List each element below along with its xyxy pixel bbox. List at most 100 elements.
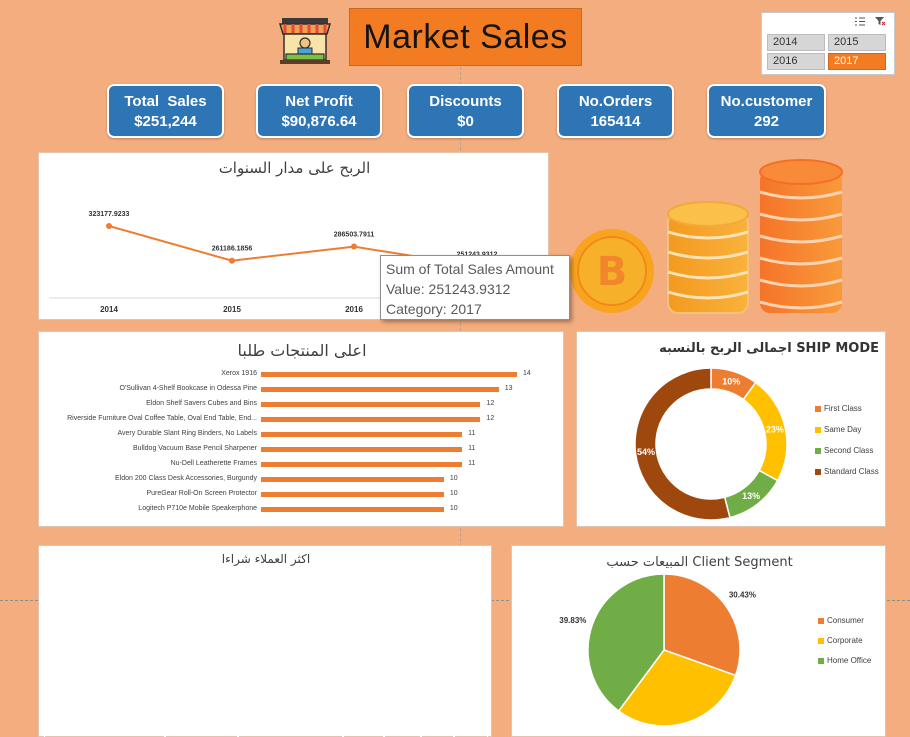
kpi-customers: No.customer 292 bbox=[707, 84, 826, 138]
bar[interactable] bbox=[261, 447, 463, 452]
treemap-cell[interactable]: Keith Herrera bbox=[343, 574, 424, 670]
kpi-label: No.customer bbox=[720, 93, 813, 110]
data-label: 286503.7911 bbox=[334, 232, 375, 239]
legend-label: First Class bbox=[824, 404, 862, 413]
treemap-cell[interactable]: Grant Thornton bbox=[44, 574, 165, 737]
bar[interactable] bbox=[261, 477, 444, 482]
bar-value-label: 10 bbox=[449, 490, 458, 497]
clear-filter-icon[interactable] bbox=[874, 16, 886, 27]
legend-item[interactable]: Same Day bbox=[815, 425, 861, 434]
legend-item[interactable]: Consumer bbox=[818, 616, 864, 625]
donut-slice[interactable] bbox=[634, 367, 731, 521]
bar-value-label: 13 bbox=[504, 385, 513, 392]
slicer-year-2017[interactable]: 2017 bbox=[828, 53, 886, 70]
x-tick-label: 2015 bbox=[223, 305, 241, 314]
ship-mode-chart[interactable]: اجمالى الربح بالنسبه SHIP MODE 10% 23% 13%… bbox=[576, 331, 886, 527]
data-point[interactable] bbox=[351, 243, 357, 250]
legend-label: Standard Class bbox=[824, 467, 879, 476]
chart-title: اجمالى الربح بالنسبه SHIP MODE bbox=[659, 341, 879, 356]
treemap-cell[interactable]: Bill Eplett bbox=[238, 574, 343, 661]
treemap-cell[interactable]: Tracy Hopkins bbox=[343, 670, 384, 737]
bar[interactable] bbox=[261, 507, 444, 512]
bar-category-label: Eldon Shelf Savers Cubes and Bins bbox=[146, 400, 257, 407]
treemap-cell[interactable]: Natalie Fritzler bbox=[454, 670, 488, 737]
bar[interactable] bbox=[261, 417, 481, 422]
chart-title: اعلى المنتجات طلبا bbox=[237, 341, 367, 360]
bar-category-label: Xerox 1916 bbox=[221, 370, 257, 377]
slicer-year-2015[interactable]: 2015 bbox=[828, 34, 886, 51]
treemap-label: Keith Herrera bbox=[347, 658, 398, 667]
bar-row[interactable]: Nu-Dell Leatherette Frames 11 bbox=[39, 458, 565, 470]
bar-value-label: 14 bbox=[523, 370, 531, 377]
slice-label: 13% bbox=[742, 491, 760, 501]
bar-row[interactable]: PureGear Roll-On Screen Protector 10 bbox=[39, 488, 565, 500]
bar[interactable] bbox=[261, 402, 481, 407]
bar-category-label: Bulldog Vacuum Base Pencil Sharpener bbox=[132, 445, 257, 452]
bar-row[interactable]: Xerox 1916 14 bbox=[39, 368, 565, 380]
treemap-label: Ross Baird bbox=[169, 726, 212, 735]
treemap-cell[interactable]: Alan Dominguez bbox=[238, 661, 343, 737]
dashboard-title: Market Sales bbox=[349, 8, 582, 66]
bar-value-label: 10 bbox=[449, 505, 458, 512]
kpi-discounts: Discounts $0 bbox=[407, 84, 524, 138]
bar[interactable] bbox=[261, 432, 463, 437]
legend-label: Same Day bbox=[824, 425, 862, 434]
kpi-value: 292 bbox=[753, 113, 780, 130]
bar-category-label: Avery Durable Slant Ring Binders, No Lab… bbox=[117, 430, 257, 437]
legend-item[interactable]: Home Office bbox=[818, 656, 871, 665]
data-point[interactable] bbox=[229, 257, 235, 264]
treemap-cell[interactable]: Victoria Brennan bbox=[421, 670, 454, 737]
chart-title: الربح على مدار السنوات bbox=[218, 159, 371, 177]
svg-text:B: B bbox=[597, 249, 628, 295]
legend-item[interactable]: Standard Class bbox=[815, 467, 879, 476]
pie-slice[interactable] bbox=[587, 573, 665, 713]
bar-row[interactable]: Bulldog Vacuum Base Pencil Sharpener 11 bbox=[39, 443, 565, 455]
pie-slice[interactable] bbox=[617, 649, 737, 727]
treemap: Grant Thornton Ross Baird Bill Eplett Al… bbox=[44, 574, 488, 737]
treemap-label: Pauline Johnson bbox=[428, 649, 462, 667]
bar[interactable] bbox=[261, 372, 517, 377]
kpi-label: No.Orders bbox=[578, 93, 653, 110]
bar-row[interactable]: O'Sullivan 4-Shelf Bookcase in Odessa Pi… bbox=[39, 383, 565, 395]
bar[interactable] bbox=[261, 462, 463, 467]
top-customers-chart[interactable]: اكثر العملاء شراءا Grant Thornton Ross B… bbox=[38, 545, 492, 737]
legend-label: Consumer bbox=[827, 616, 864, 625]
bar-category-label: Nu-Dell Leatherette Frames bbox=[170, 460, 257, 467]
coins-illustration: B bbox=[570, 159, 843, 314]
bar[interactable] bbox=[261, 492, 444, 497]
data-point[interactable] bbox=[106, 223, 112, 230]
bar-category-label: Riverside Furniture Oval Coffee Table, O… bbox=[67, 415, 257, 422]
pie-slice[interactable] bbox=[663, 573, 741, 677]
slice-label: 10% bbox=[722, 377, 740, 387]
tooltip-line-value: Value: 251243.9312 bbox=[386, 281, 511, 297]
chart-title: اكثر العملاء شراءا bbox=[221, 552, 311, 566]
treemap-cell[interactable]: Harold Pawlan bbox=[384, 670, 421, 737]
legend-item[interactable]: First Class bbox=[815, 404, 862, 413]
treemap-cell[interactable]: Pauline Johnson bbox=[424, 574, 488, 670]
year-slicer: 2014 2015 2016 2017 bbox=[761, 12, 895, 75]
bar-row[interactable]: Riverside Furniture Oval Coffee Table, O… bbox=[39, 413, 565, 425]
kpi-value: 165414 bbox=[590, 113, 641, 130]
treemap-cell[interactable]: Ross Baird bbox=[165, 574, 238, 737]
slice-label: 30.43% bbox=[729, 591, 756, 600]
bar-row[interactable]: Logitech P710e Mobile Speakerphone 10 bbox=[39, 503, 565, 515]
slicer-year-2016[interactable]: 2016 bbox=[767, 53, 825, 70]
legend-item[interactable]: Second Class bbox=[815, 446, 873, 455]
bar-row[interactable]: Eldon 200 Class Desk Accessories, Burgun… bbox=[39, 473, 565, 485]
multi-select-icon[interactable] bbox=[854, 16, 866, 27]
bar[interactable] bbox=[261, 387, 499, 392]
legend-item[interactable]: Corporate bbox=[818, 636, 863, 645]
top-products-chart[interactable]: اعلى المنتجات طلبا Xerox 1916 14 O'Sulliva… bbox=[38, 331, 564, 527]
kpi-total-sales: Total Sales $251,244 bbox=[107, 84, 224, 138]
legend-label: Second Class bbox=[824, 446, 874, 455]
bar-row[interactable]: Avery Durable Slant Ring Binders, No Lab… bbox=[39, 428, 565, 440]
bar-row[interactable]: Eldon Shelf Savers Cubes and Bins 12 bbox=[39, 398, 565, 410]
slice-label: 39.83% bbox=[559, 616, 586, 625]
kpi-label: Total Sales bbox=[124, 93, 207, 110]
client-segment-chart[interactable]: المبيعات حسب Client Segment 30.43%29.74%… bbox=[511, 545, 886, 737]
kpi-label: Discounts bbox=[429, 93, 502, 110]
slicer-year-2014[interactable]: 2014 bbox=[767, 34, 825, 51]
tooltip-line-series: Sum of Total Sales Amount bbox=[386, 261, 554, 277]
legend-swatch bbox=[818, 637, 824, 644]
bar-value-label: 11 bbox=[468, 430, 476, 437]
